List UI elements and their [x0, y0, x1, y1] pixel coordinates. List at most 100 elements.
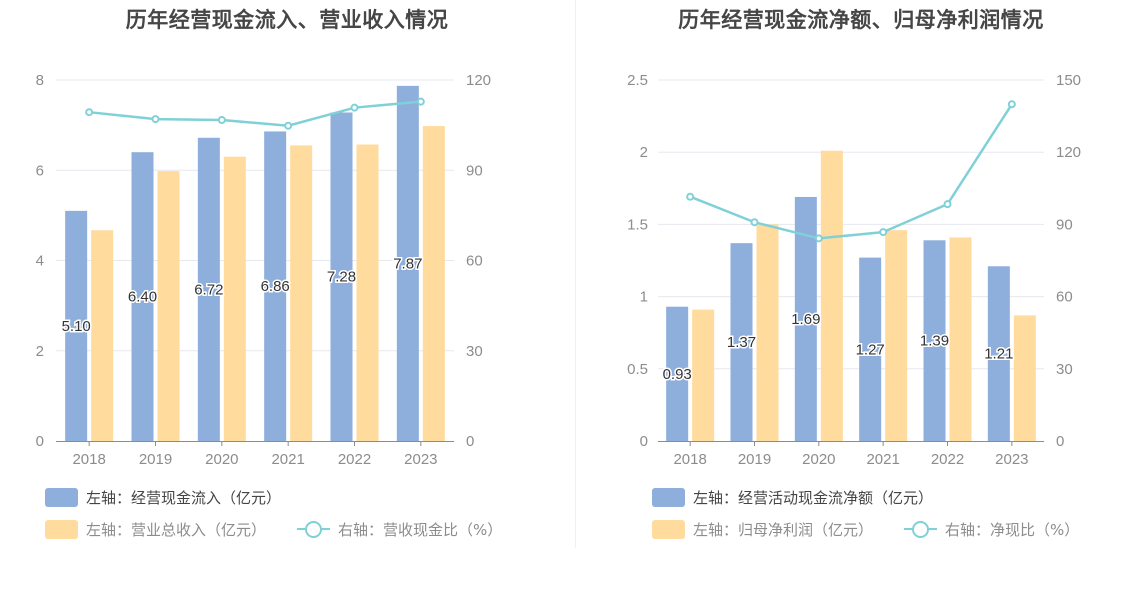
bar-primary — [923, 240, 946, 441]
bar-secondary — [885, 230, 908, 441]
x-axis-tick-label: 2021 — [271, 451, 304, 468]
x-axis-tick-label: 2022 — [931, 451, 964, 468]
ratio-point — [151, 115, 160, 124]
panel-divider — [575, 0, 576, 548]
legend-item-cash-inflow[interactable]: 左轴：经营现金流入（亿元） — [45, 486, 281, 508]
x-axis-tick-label: 2018 — [673, 451, 706, 468]
bar-secondary — [157, 171, 180, 441]
bar-secondary — [820, 150, 843, 442]
bar-data-label: 7.87 — [393, 255, 422, 272]
bar-secondary — [756, 224, 779, 441]
legend-swatch-icon — [652, 519, 685, 539]
legend-line-marker-icon — [297, 519, 330, 539]
left-axis-tick-label: 1.5 — [627, 216, 648, 233]
bar-data-label: 1.37 — [727, 334, 756, 351]
legend-item-revenue[interactable]: 左轴：营业总收入（亿元） — [45, 518, 266, 540]
x-axis-tick-label: 2021 — [866, 451, 899, 468]
bar-data-label: 1.39 — [920, 333, 949, 350]
left-axis-tick-label: 2 — [36, 343, 44, 360]
legend-label: 左轴：归母净利润（亿元） — [693, 520, 874, 539]
bar-secondary — [422, 126, 445, 441]
x-axis-tick-label: 2019 — [738, 451, 771, 468]
net-cashflow-profit-chart-panel: 历年经营现金流净额、归母净利润情况 0 0.5 1 1.5 2 2.5 0 30 60 90 120… — [574, 0, 1148, 589]
bar-primary — [859, 257, 882, 441]
bar-primary — [65, 210, 88, 441]
bar-primary — [730, 243, 753, 441]
legend-item-net-cashflow[interactable]: 左轴：经营活动现金流净额（亿元） — [652, 486, 933, 508]
bar-secondary — [223, 156, 246, 441]
cash-inflow-revenue-chart: 0 2 4 6 8 0 30 60 90 120 2018 5.10 2019 6.40 2020 6.72 2… — [36, 72, 491, 468]
right-axis-tick-label: 60 — [466, 253, 483, 270]
bar-primary — [330, 112, 353, 442]
bar-primary — [987, 266, 1010, 441]
ratio-line — [89, 100, 421, 127]
bar-data-label: 5.10 — [62, 318, 91, 335]
legend-label: 左轴：经营活动现金流净额（亿元） — [693, 488, 934, 507]
right-axis-tick-label: 60 — [1056, 289, 1073, 306]
x-axis-tick-label: 2022 — [338, 451, 371, 468]
bar-secondary — [1013, 315, 1036, 441]
left-axis-tick-label: 0 — [640, 433, 648, 450]
left-axis-tick-label: 1 — [640, 289, 648, 306]
left-axis-tick-label: 0.5 — [627, 361, 648, 378]
legend-item-revenue-cash-ratio[interactable]: 右轴：营收现金比（%） — [297, 518, 502, 540]
legend-line-marker-icon — [904, 519, 937, 539]
ratio-point — [1007, 100, 1016, 109]
bar-data-label: 6.40 — [128, 289, 157, 306]
right-axis-tick-label: 120 — [466, 72, 491, 89]
legend-label: 左轴：营业总收入（亿元） — [86, 520, 267, 539]
ratio-point — [686, 192, 695, 201]
x-axis-tick-label: 2018 — [72, 451, 105, 468]
legend-label: 左轴：经营现金流入（亿元） — [86, 488, 282, 507]
legend-swatch-icon — [652, 487, 685, 507]
ratio-point — [217, 116, 226, 125]
bar-data-label: 7.28 — [327, 269, 356, 286]
bar-data-label: 6.72 — [194, 281, 223, 298]
ratio-point — [350, 103, 359, 112]
chart-title: 历年经营现金流入、营业收入情况 — [125, 8, 449, 32]
legend-item-net-cash-ratio[interactable]: 右轴：净现比（%） — [904, 518, 1079, 540]
ratio-point — [879, 228, 888, 237]
ratio-point — [814, 234, 823, 243]
ratio-line — [689, 103, 1013, 240]
bar-secondary — [290, 145, 313, 441]
bar-primary — [264, 131, 287, 441]
bar-primary — [396, 85, 419, 442]
ratio-point — [85, 108, 94, 117]
right-axis-tick-label: 0 — [1056, 433, 1064, 450]
legend-swatch-icon — [45, 487, 78, 507]
legend-label: 右轴：净现比（%） — [945, 520, 1080, 539]
bar-primary — [131, 152, 154, 441]
bar-data-label: 1.69 — [791, 311, 820, 328]
right-axis-tick-label: 90 — [1056, 216, 1073, 233]
bar-secondary — [91, 230, 114, 441]
left-axis-tick-label: 6 — [36, 162, 44, 179]
bar-data-label: 1.21 — [984, 346, 1013, 363]
x-axis-tick-label: 2023 — [995, 451, 1028, 468]
bar-primary — [666, 306, 689, 441]
x-axis-tick-label: 2023 — [404, 451, 437, 468]
bar-data-label: 0.93 — [663, 366, 692, 383]
left-axis-tick-label: 8 — [36, 72, 44, 89]
x-axis-tick-label: 2020 — [802, 451, 835, 468]
bar-data-label: 6.86 — [261, 278, 290, 295]
right-axis-tick-label: 150 — [1056, 72, 1081, 89]
right-axis-tick-label: 30 — [1056, 361, 1073, 378]
x-axis-tick-label: 2019 — [139, 451, 172, 468]
ratio-point — [416, 97, 425, 106]
bar-data-label: 1.27 — [856, 341, 885, 358]
legend-swatch-icon — [45, 519, 78, 539]
left-axis-tick-label: 4 — [36, 253, 44, 270]
cash-inflow-revenue-chart-panel: 历年经营现金流入、营业收入情况 0 2 4 6 8 0 30 60 90 120 2018 5.10 2… — [36, 8, 502, 540]
right-axis-tick-label: 90 — [466, 162, 483, 179]
bar-secondary — [356, 144, 379, 441]
net-cashflow-profit-chart: 0 0.5 1 1.5 2 2.5 0 30 60 90 120 150 2018 0.93 2019 1.3… — [627, 72, 1081, 468]
x-axis-tick-label: 2020 — [205, 451, 238, 468]
ratio-point — [284, 121, 293, 130]
bar-primary — [197, 137, 220, 441]
legend-item-net-profit[interactable]: 左轴：归母净利润（亿元） — [652, 518, 873, 540]
ratio-point — [943, 200, 952, 209]
chart-title: 历年经营现金流净额、归母净利润情况 — [678, 8, 1044, 32]
left-axis-tick-label: 2.5 — [627, 72, 648, 89]
